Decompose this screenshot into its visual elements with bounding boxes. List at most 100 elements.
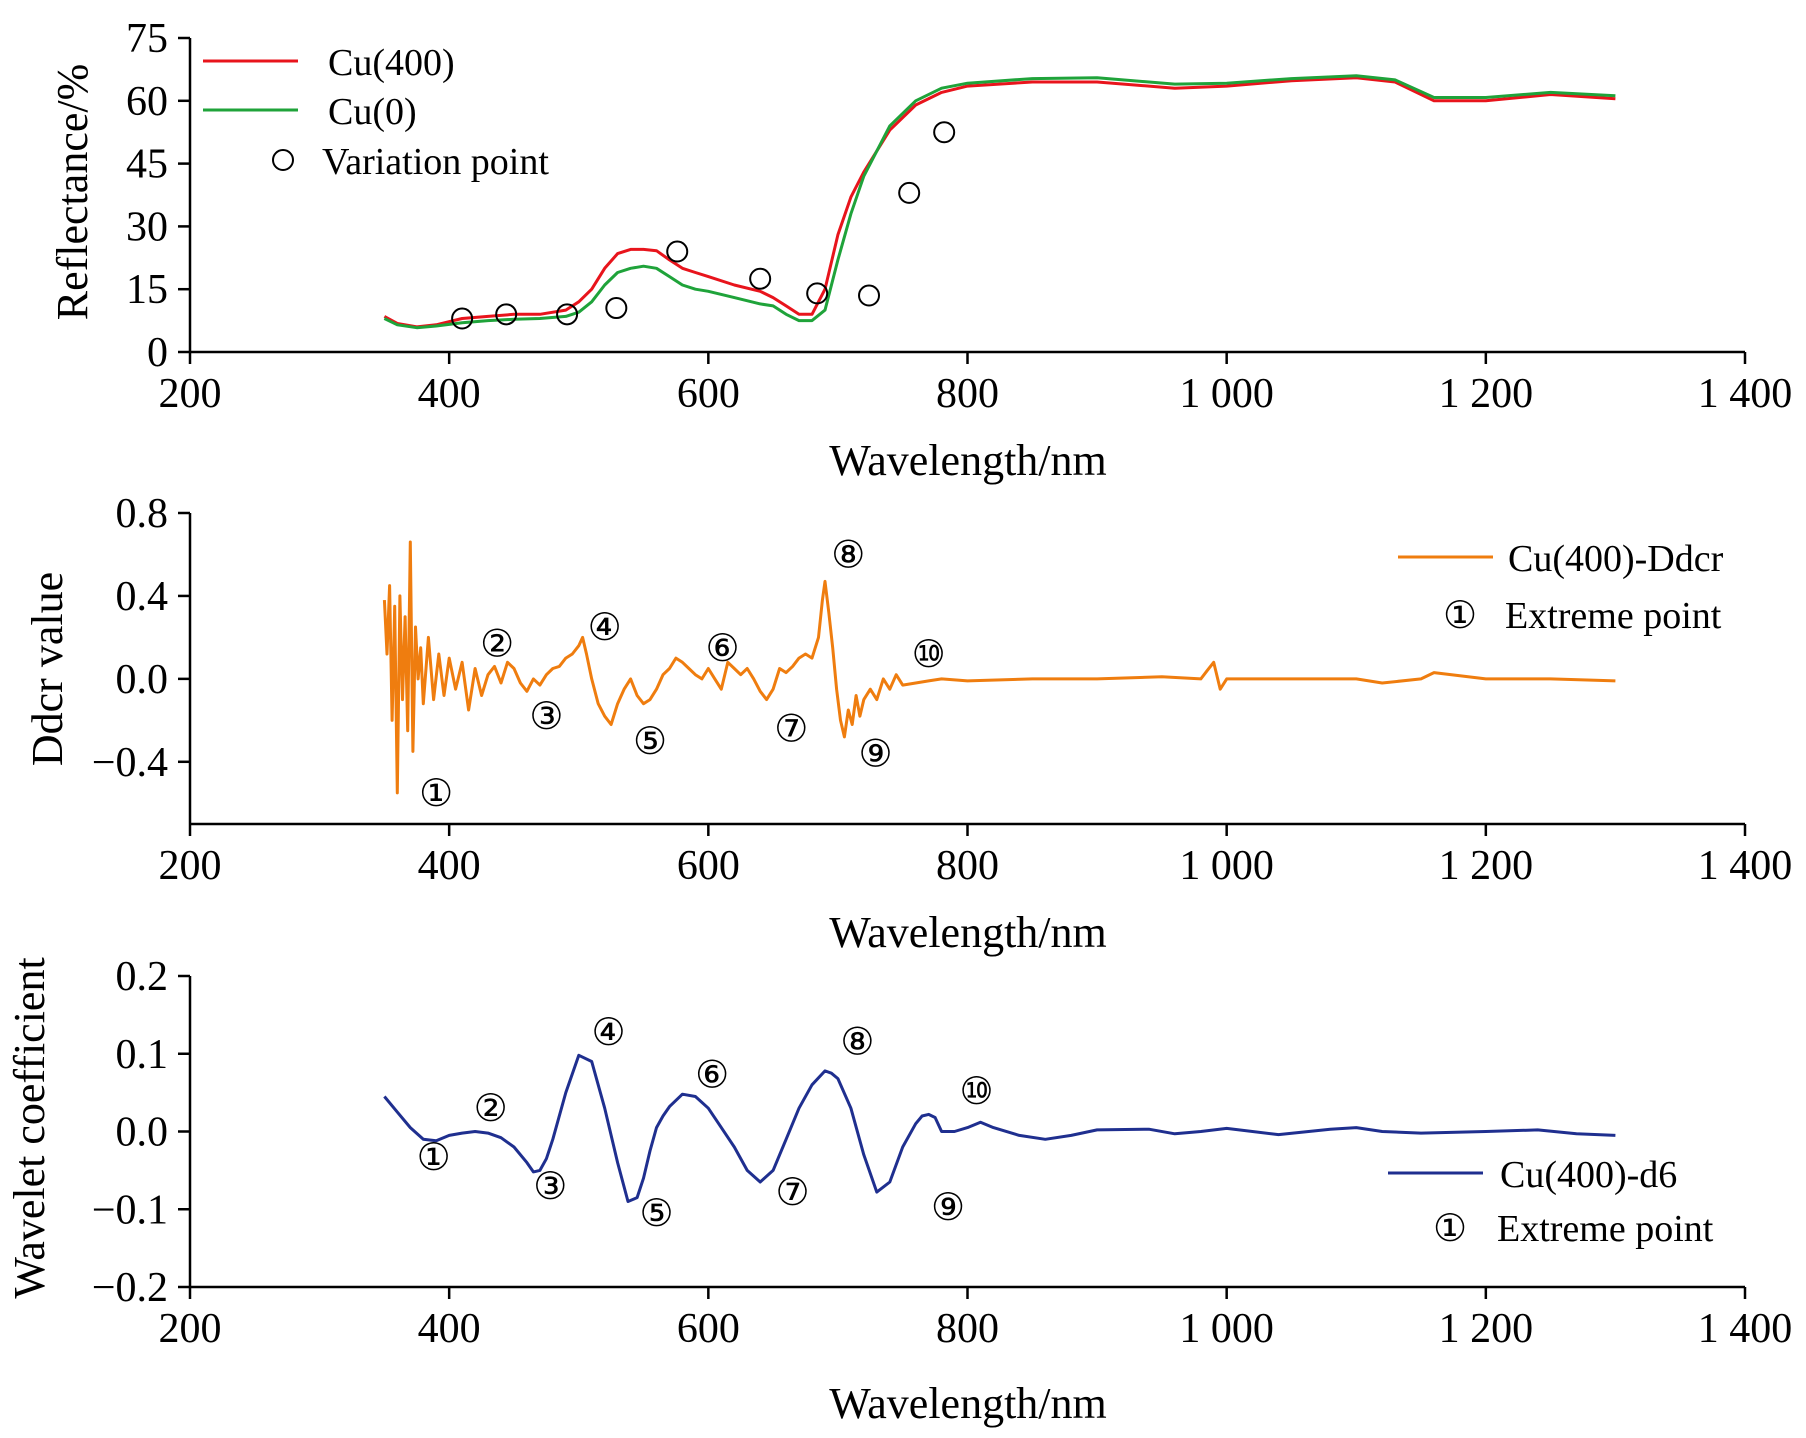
extreme-point-label: ⑧: [831, 534, 865, 576]
extreme-point-label: ⑨: [931, 1187, 965, 1229]
reflectance-y-axis-title: Reflectance/%: [48, 64, 97, 321]
extreme-point-label: ⑤: [639, 1193, 673, 1235]
ddcr-panel: 200 400 600 800 1 000 1 200 1 400 −0.4 0.0 0.4 0.8…: [23, 491, 1792, 957]
ddcr-axes: 200 400 600 800 1 000 1 200 1 400 −0.4 0.0 0.4 0.8: [92, 491, 1792, 889]
wavelet-x-tick-label: 800: [936, 1306, 999, 1352]
ddcr-y-axis-title: Ddcr value: [23, 572, 72, 766]
extreme-point-label: ⑥: [706, 628, 740, 670]
series-line-cu-0: [383, 74, 1616, 330]
extreme-point-label: ②: [474, 1088, 508, 1130]
extreme-point-label: ②: [480, 624, 514, 666]
variation-point: [933, 121, 956, 144]
reflectance-y-tick-label: 75: [126, 16, 168, 62]
extreme-point-label: ⑤: [633, 721, 667, 763]
wavelet-x-tick-label: 400: [418, 1306, 481, 1352]
variation-point: [556, 303, 579, 326]
reflectance-legend: Cu(400) Cu(0) Variation point: [203, 42, 549, 183]
ddcr-y-tick-label: 0.0: [116, 657, 169, 703]
wavelet-x-tick-label: 1 200: [1439, 1306, 1534, 1352]
variation-point: [605, 297, 628, 320]
series-line-cu-400-d6: [383, 1053, 1616, 1203]
reflectance-plot-area: [383, 74, 1616, 330]
variation-point: [451, 307, 474, 330]
wavelet-plot-area: [383, 1053, 1616, 1203]
ddcr-x-tick-label: 400: [418, 843, 481, 889]
ddcr-plot-area: [382, 540, 1616, 795]
wavelet-y-axis-title: Wavelet coefficient: [5, 957, 54, 1298]
legend-label-extreme-point: Extreme point: [1497, 1208, 1714, 1250]
extreme-point-label: ④: [588, 607, 622, 649]
extreme-point-label: ⑧: [840, 1021, 874, 1063]
ddcr-x-tick-label: 800: [936, 843, 999, 889]
wavelet-axes: 200 400 600 800 1 000 1 200 1 400 −0.2 −0.1 0.0 0.…: [92, 954, 1792, 1352]
reflectance-x-tick-label: 1 000: [1179, 371, 1274, 417]
ddcr-x-tick-label: 200: [159, 843, 222, 889]
variation-point: [806, 282, 829, 305]
wavelet-y-tick-label: 0.1: [116, 1032, 169, 1078]
wavelet-y-tick-label: −0.2: [92, 1265, 168, 1311]
variation-point: [749, 267, 772, 290]
ddcr-x-tick-label: 1 200: [1439, 843, 1534, 889]
ddcr-legend: Cu(400)-Ddcr ① Extreme point: [1398, 538, 1724, 637]
ddcr-x-axis-title: Wavelength/nm: [829, 908, 1107, 957]
wavelet-extreme-labels: ①②③ ④ ⑤ ⑥ ⑦ ⑧ ⑨ ⑩: [417, 1012, 994, 1235]
extreme-point-label: ③: [533, 1166, 567, 1208]
reflectance-x-tick-label: 400: [418, 371, 481, 417]
wavelet-legend: Cu(400)-d6 ① Extreme point: [1388, 1154, 1714, 1250]
variation-point: [495, 303, 518, 326]
ddcr-y-tick-label: 0.8: [116, 491, 169, 537]
ddcr-x-tick-label: 1 400: [1698, 843, 1793, 889]
legend-label-cu0: Cu(0): [328, 91, 417, 133]
reflectance-panel: 200 400 600 800 1 000 1 200 1 400 0 15 30 45 60 75 C…: [48, 16, 1792, 485]
ddcr-x-tick-label: 1 000: [1179, 843, 1274, 889]
reflectance-x-tick-label: 600: [677, 371, 740, 417]
reflectance-y-tick-label: 15: [126, 267, 168, 313]
wavelet-x-tick-label: 600: [677, 1306, 740, 1352]
reflectance-x-tick-label: 1 400: [1698, 371, 1793, 417]
extreme-point-label: ①: [417, 1137, 451, 1179]
reflectance-x-tick-label: 200: [159, 371, 222, 417]
variation-point: [898, 181, 921, 204]
extreme-point-label: ①: [419, 773, 453, 815]
extreme-point-label: ⑩: [912, 634, 946, 676]
ddcr-y-tick-label: −0.4: [92, 740, 168, 786]
ddcr-y-tick-label: 0.4: [116, 574, 169, 620]
reflectance-axes: 200 400 600 800 1 000 1 200 1 400 0 15 30 45 60 75: [126, 16, 1792, 417]
reflectance-y-tick-label: 30: [126, 204, 168, 250]
wavelet-y-tick-label: 0.0: [116, 1110, 169, 1156]
wavelet-x-tick-label: 200: [159, 1306, 222, 1352]
variation-point: [858, 284, 881, 307]
wavelet-panel: 200 400 600 800 1 000 1 200 1 400 −0.2 −0.1 0.0 0.…: [5, 954, 1792, 1428]
wavelet-x-tick-label: 1 000: [1179, 1306, 1274, 1352]
legend-label-variation-point: Variation point: [322, 141, 549, 183]
legend-extreme-symbol: ①: [1443, 595, 1477, 637]
reflectance-y-tick-label: 0: [147, 330, 168, 376]
extreme-point-label: ⑦: [776, 1172, 810, 1214]
wavelet-y-tick-label: −0.1: [92, 1187, 168, 1233]
extreme-point-label: ⑥: [695, 1055, 729, 1097]
legend-label-ddcr: Cu(400)-Ddcr: [1508, 538, 1724, 580]
reflectance-y-tick-label: 45: [126, 142, 168, 188]
reflectance-y-tick-label: 60: [126, 79, 168, 125]
legend-label-d6: Cu(400)-d6: [1500, 1154, 1677, 1196]
series-line-cu-400-ddcr: [382, 540, 1616, 795]
legend-extreme-symbol: ①: [1433, 1208, 1467, 1250]
wavelet-x-axis-title: Wavelength/nm: [829, 1379, 1107, 1428]
legend-label-cu400: Cu(400): [328, 42, 455, 84]
extreme-point-label: ⑦: [774, 709, 808, 751]
series-line-cu-400: [383, 76, 1616, 329]
legend-variation-marker: [272, 149, 294, 171]
reflectance-x-tick-label: 1 200: [1439, 371, 1534, 417]
extreme-point-label: ⑨: [858, 734, 892, 776]
wavelet-y-tick-label: 0.2: [116, 954, 169, 1000]
extreme-point-label: ④: [592, 1012, 626, 1054]
ddcr-extreme-labels: ① ②③ ④ ⑤ ⑥⑦ ⑧ ⑨ ⑩: [419, 534, 945, 814]
reflectance-x-tick-label: 800: [936, 371, 999, 417]
legend-label-extreme-point: Extreme point: [1505, 595, 1722, 637]
extreme-point-label: ③: [529, 696, 563, 738]
wavelet-x-tick-label: 1 400: [1698, 1306, 1793, 1352]
variation-point: [666, 240, 689, 263]
reflectance-x-axis-title: Wavelength/nm: [829, 436, 1107, 485]
ddcr-x-tick-label: 600: [677, 843, 740, 889]
